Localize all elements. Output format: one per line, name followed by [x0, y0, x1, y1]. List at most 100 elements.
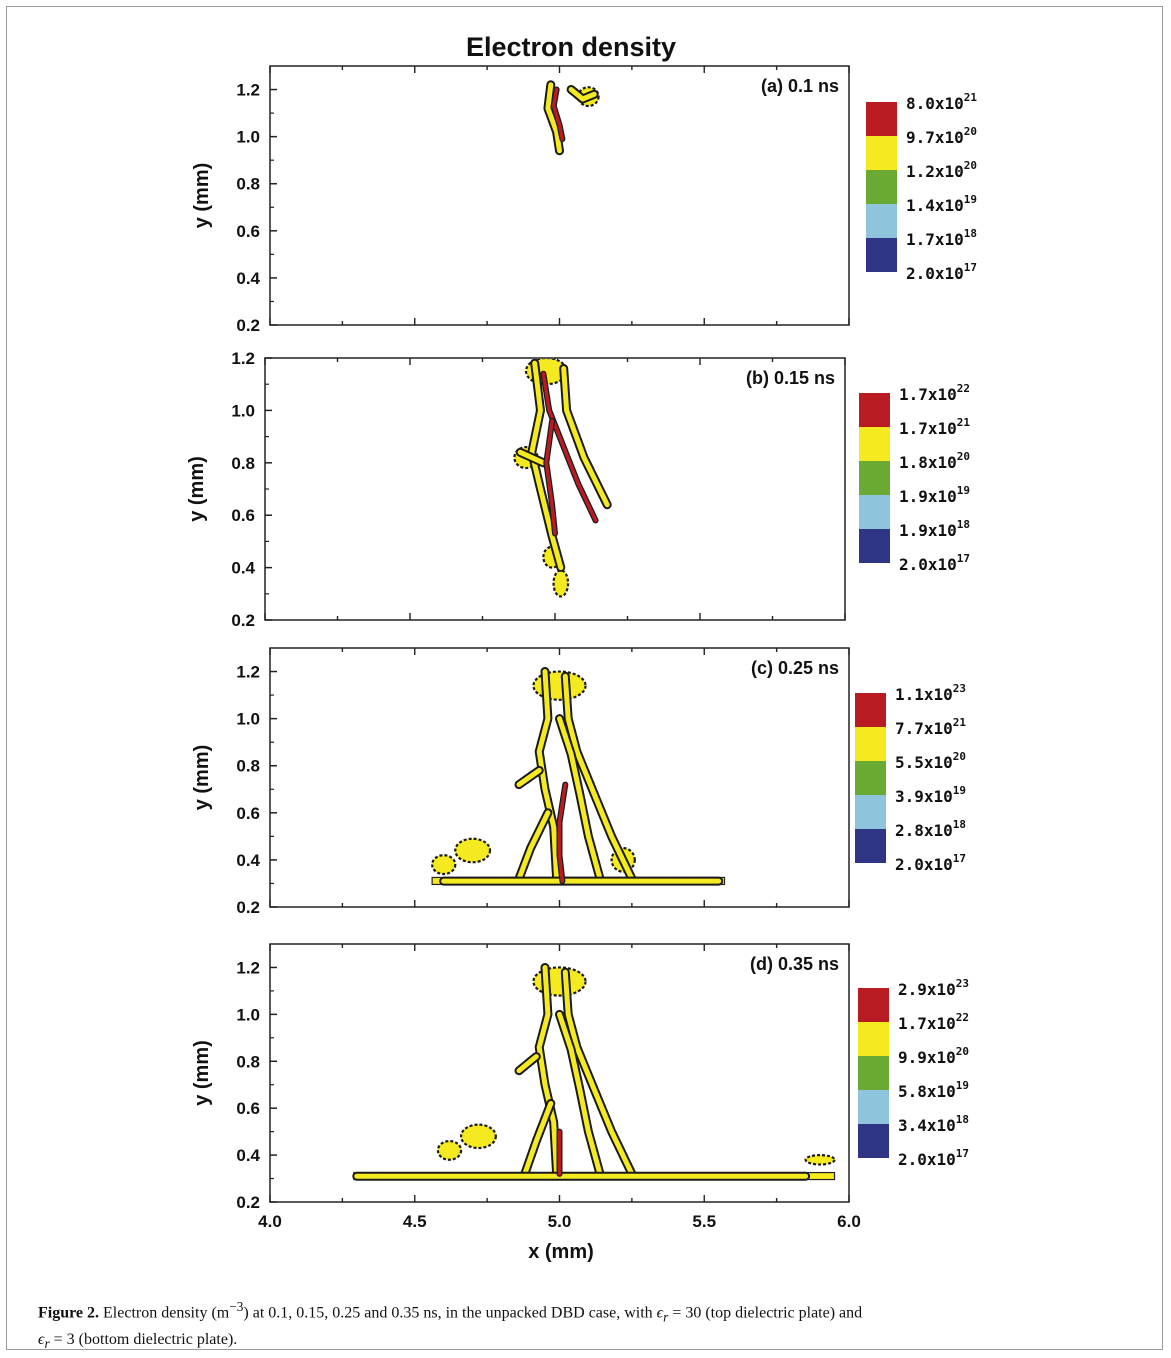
figure-caption: Figure 2. Electron density (m−3) at 0.1,… — [38, 1296, 1138, 1355]
branch-fill — [516, 810, 551, 882]
x-axis-label: x (mm) — [528, 1241, 594, 1263]
y-tick-label: 1.2 — [231, 349, 255, 368]
legend-label: 3.9x1019 — [895, 784, 966, 806]
caption-sup: −3 — [229, 1299, 244, 1314]
legend-exponent: 20 — [953, 750, 966, 763]
legend-exponent: 19 — [953, 784, 966, 797]
channel-fill — [544, 419, 557, 536]
x-tick-label: 4.0 — [258, 1212, 282, 1231]
legend-swatch — [858, 1090, 889, 1124]
streamer — [352, 963, 836, 1181]
legend-swatch — [859, 427, 890, 461]
legend-exponent: 21 — [957, 416, 971, 429]
legend-label: 1.9x1019 — [899, 484, 970, 506]
legend-exponent: 17 — [964, 261, 977, 274]
legend-label: 1.2x1020 — [906, 159, 977, 181]
panel-title: (c) 0.25 ns — [751, 658, 839, 678]
legend-exponent: 19 — [964, 193, 977, 206]
channel-fill — [551, 87, 565, 141]
legend-exponent: 20 — [964, 159, 977, 172]
y-tick-label: 1.0 — [236, 1005, 260, 1024]
y-axis-label: y (mm) — [191, 1040, 213, 1106]
legend-label: 1.7x1022 — [898, 1011, 969, 1033]
legend-exponent: 21 — [964, 91, 978, 104]
plot-frame — [269, 65, 850, 326]
legend-label: 1.7x1018 — [906, 227, 977, 249]
legend-mantissa: 2.8x10 — [895, 821, 953, 840]
legend-mantissa: 3.4x10 — [898, 1116, 956, 1135]
y-tick-label: 0.4 — [236, 851, 260, 870]
legend-label: 7.7x1021 — [895, 716, 966, 738]
legend-swatch — [866, 102, 897, 136]
legend-mantissa: 8.0x10 — [906, 94, 964, 113]
branch-fill — [557, 716, 603, 882]
legend-label: 1.1x1023 — [895, 682, 966, 704]
channel-fill — [557, 782, 568, 883]
legend: 8.0x10219.7x10201.2x10201.4x10191.7x1018… — [866, 91, 977, 283]
legend-mantissa: 1.2x10 — [906, 162, 964, 181]
legend-label: 2.8x1018 — [895, 818, 966, 840]
legend-swatch — [858, 1056, 889, 1090]
y-tick-label: 1.2 — [236, 663, 260, 682]
y-tick-label: 0.8 — [236, 757, 260, 776]
x-tick-label: 5.0 — [548, 1212, 572, 1231]
y-tick-label: 0.6 — [231, 506, 255, 525]
panel-title: (b) 0.15 ns — [746, 368, 835, 388]
legend-swatch — [859, 495, 890, 529]
y-tick-label: 0.6 — [236, 1099, 260, 1118]
legend: 2.9x1023 1.7x1022 9.9x1020 5.8x1019 3.4x1018… — [858, 977, 969, 1169]
y-tick-label: 0.8 — [236, 175, 260, 194]
legend-exponent: 18 — [957, 518, 970, 531]
legend-swatch — [855, 727, 886, 761]
legend-label: 3.4x1018 — [898, 1113, 969, 1135]
legend: 1.7x10221.7x10211.8x10201.9x10191.9x1018… — [859, 382, 970, 574]
legend-exponent: 17 — [956, 1147, 969, 1160]
branch-fill — [522, 1101, 554, 1177]
caption-sub-2: r — [44, 1335, 50, 1351]
x-tick-label: 5.5 — [692, 1212, 716, 1231]
caption-eq-2: = 3 (bottom dielectric plate). — [49, 1330, 238, 1348]
legend-label: 1.8x1020 — [899, 450, 970, 472]
y-tick-label: 1.2 — [236, 81, 260, 100]
branch-fill — [517, 449, 546, 466]
legend-label: 2.0x1017 — [898, 1147, 969, 1169]
legend-exponent: 19 — [956, 1079, 969, 1092]
y-axis-label: y (mm) — [191, 163, 213, 229]
branch-fill — [562, 969, 635, 1177]
y-tick-label: 0.4 — [236, 1146, 260, 1165]
figure-frame — [6, 6, 1163, 1350]
legend-mantissa: 1.9x10 — [899, 487, 957, 506]
channel-fill — [541, 371, 598, 523]
density-blob — [436, 1139, 463, 1161]
legend-swatch — [858, 988, 889, 1022]
branch-fill — [561, 366, 610, 508]
legend-swatch — [859, 393, 890, 427]
streamer — [543, 80, 600, 156]
branch-fill — [557, 1011, 603, 1177]
branch-fill — [529, 360, 564, 571]
panel-b: 0.2 0.4 0.6 0.8 1.0 1.2 y (mm) (b) 0.15 ns 1.7x1… — [186, 349, 970, 630]
legend-exponent: 18 — [964, 227, 977, 240]
legend-mantissa: 1.7x10 — [906, 230, 964, 249]
legend-swatch — [855, 795, 886, 829]
branch-fill — [516, 1054, 539, 1074]
legend-mantissa: 2.0x10 — [895, 855, 953, 874]
caption-eq-1: = 30 (top dielectric plate) and — [668, 1304, 863, 1322]
legend-swatch — [858, 1022, 889, 1056]
legend-swatch — [859, 529, 890, 563]
caption-eps-1: ϵ — [656, 1304, 664, 1322]
panel-title: (a) 0.1 ns — [761, 76, 839, 96]
legend-mantissa: 2.0x10 — [898, 1150, 956, 1169]
legend-label: 1.4x1019 — [906, 193, 977, 215]
legend-label: 1.7x1022 — [899, 382, 970, 404]
legend-mantissa: 5.8x10 — [898, 1082, 956, 1101]
caption-label: Figure 2. — [38, 1304, 100, 1322]
legend-exponent: 19 — [957, 484, 970, 497]
branch-outline — [559, 364, 612, 510]
legend-mantissa: 2.0x10 — [906, 264, 964, 283]
legend-swatch — [866, 136, 897, 170]
legend-swatch — [866, 170, 897, 204]
legend-exponent: 20 — [956, 1045, 969, 1058]
legend-mantissa: 3.9x10 — [895, 787, 953, 806]
y-tick-label: 1.2 — [236, 958, 260, 977]
